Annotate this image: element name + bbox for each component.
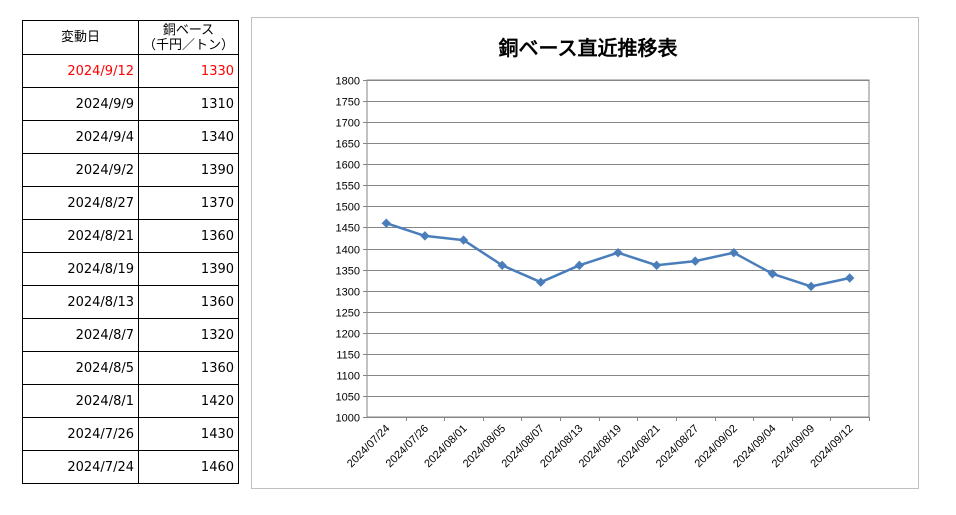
chart-area: 銅ベース直近推移表 1000 1050 1100 1150 1200 1250 1300 13… [251,17,919,489]
y-tick-label: 1300 [336,287,360,299]
data-point-marker [729,248,739,258]
table-row: 2024/9/4 1340 [22,120,240,154]
price-cell: 1430 [137,417,240,451]
price-header-line2: （千円／トン） [143,37,235,53]
price-cell: 1390 [137,153,240,187]
date-cell: 2024/8/13 [22,285,139,319]
price-cell: 1370 [137,186,240,220]
price-cell: 1390 [137,252,240,286]
table-row: 2024/9/12 1330 [22,54,240,88]
data-point-marker [767,269,778,279]
y-tick-label: 1550 [336,181,360,193]
table-row: 2024/8/27 1370 [22,186,240,220]
date-cell: 2024/8/19 [22,252,139,286]
price-cell: 1360 [137,219,240,253]
table-body: 2024/9/12 1330 2024/9/9 1310 2024/9/4 1340 202… [22,54,240,484]
price-cell: 1360 [137,285,240,319]
data-point-marker [536,277,546,287]
y-tick-label: 1700 [336,118,360,130]
price-column-header: 銅ベース （千円／トン） [137,20,240,55]
date-cell: 2024/8/27 [22,186,139,220]
date-cell: 2024/8/5 [22,351,139,385]
table-row: 2024/8/7 1320 [22,318,240,352]
y-tick-label: 1400 [336,245,360,257]
data-point-marker [420,231,430,241]
y-tick-label: 1500 [336,202,360,214]
data-point-marker [613,248,623,258]
price-table: 変動日 銅ベース （千円／トン） 2024/9/12 1330 2024/9/9 13… [22,20,240,484]
date-cell: 2024/9/2 [22,153,139,187]
table-row: 2024/7/26 1430 [22,417,240,451]
price-cell: 1460 [137,450,240,484]
y-tick-label: 1250 [336,308,360,320]
price-cell: 1330 [137,54,240,88]
table-row: 2024/8/19 1390 [22,252,240,286]
date-cell: 2024/9/12 [22,54,139,88]
date-cell: 2024/8/21 [22,219,139,253]
data-point-marker [458,235,469,245]
y-tick-label: 1150 [336,350,360,362]
table-row: 2024/9/2 1390 [22,153,240,187]
price-cell: 1340 [137,120,240,154]
y-tick-label: 1100 [336,371,360,383]
table-row: 2024/8/5 1360 [22,351,240,385]
data-point-marker [806,281,816,292]
date-cell: 2024/9/9 [22,87,139,121]
table-header-row: 変動日 銅ベース （千円／トン） [22,20,240,55]
y-tick-label: 1800 [336,76,360,88]
y-tick-label: 1750 [336,97,360,109]
price-cell: 1310 [137,87,240,121]
price-cell: 1320 [137,318,240,352]
table-row: 2024/8/21 1360 [22,219,240,253]
y-tick-label: 1600 [336,160,360,172]
table-row: 2024/9/9 1310 [22,87,240,121]
table-row: 2024/7/24 1460 [22,450,240,484]
table-row: 2024/8/1 1420 [22,384,240,418]
y-tick-label: 1000 [336,413,360,425]
data-point-marker [574,260,585,271]
data-point-marker [844,273,855,283]
date-cell: 2024/7/24 [22,450,139,484]
price-cell: 1420 [137,384,240,418]
date-cell: 2024/7/26 [22,417,139,451]
line-chart: 銅ベース直近推移表 1000 1050 1100 1150 1200 1250 1300 13… [336,36,870,470]
data-point-marker [497,260,507,271]
date-cell: 2024/8/7 [22,318,139,352]
table-row: 2024/8/13 1360 [22,285,240,319]
y-tick-label: 1650 [336,139,360,151]
date-cell: 2024/9/4 [22,120,139,154]
data-point-marker [651,260,662,271]
chart-title: 銅ベース直近推移表 [499,36,679,60]
y-tick-label: 1350 [336,266,360,278]
y-tick-label: 1450 [336,223,360,235]
data-point-marker [381,218,392,228]
y-tick-label: 1200 [336,329,360,341]
data-point-marker [690,256,700,266]
date-column-header: 変動日 [22,20,139,55]
date-cell: 2024/8/1 [22,384,139,418]
price-header-line1: 銅ベース [162,22,215,38]
price-cell: 1360 [137,351,240,385]
y-tick-label: 1050 [336,392,360,404]
